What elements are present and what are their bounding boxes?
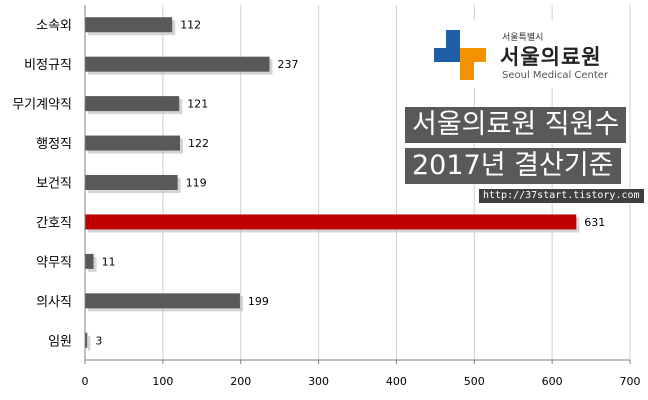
category-label: 무기계약직 bbox=[12, 98, 72, 113]
category-label: 임원 bbox=[48, 334, 72, 349]
data-labels: 112 237 121 122 119 631 11 199 3 bbox=[95, 19, 605, 348]
bar bbox=[85, 175, 178, 190]
data-label: 121 bbox=[187, 98, 208, 111]
bar-series bbox=[85, 17, 580, 351]
x-tick-label: 700 bbox=[620, 375, 641, 388]
source-url: http://37start.tistory.com bbox=[479, 189, 644, 203]
data-label: 112 bbox=[180, 19, 201, 32]
x-tick-label: 100 bbox=[152, 375, 173, 388]
bar bbox=[85, 96, 180, 112]
bar bbox=[85, 56, 270, 72]
bar bbox=[85, 17, 173, 33]
bar bbox=[85, 293, 240, 309]
axes bbox=[84, 5, 631, 364]
bar bbox=[85, 214, 577, 230]
bar-shadow bbox=[88, 335, 91, 351]
hospital-logo: 서울특별시 서울의료원 Seoul Medical Center bbox=[420, 20, 620, 88]
x-tick-label: 600 bbox=[542, 375, 563, 388]
category-label: 비정규직 bbox=[24, 58, 72, 73]
bar bbox=[85, 253, 94, 269]
data-label: 119 bbox=[186, 177, 207, 190]
data-label: 237 bbox=[278, 58, 299, 71]
x-tick-label: 300 bbox=[308, 375, 329, 388]
data-label: 199 bbox=[248, 295, 269, 308]
data-label: 631 bbox=[584, 216, 605, 229]
x-tick-label: 400 bbox=[386, 375, 407, 388]
bar bbox=[85, 332, 88, 348]
category-label: 보건직 bbox=[36, 177, 72, 192]
category-label: 행정직 bbox=[36, 136, 72, 152]
data-label: 3 bbox=[95, 334, 102, 347]
data-label: 11 bbox=[102, 255, 116, 268]
hospital-logo-mark-icon bbox=[434, 30, 486, 80]
category-label: 약무직 bbox=[36, 255, 72, 270]
x-tick-labels: 0 100 200 300 400 500 600 700 bbox=[82, 375, 641, 388]
logo-hospital-name: 서울의료원 bbox=[500, 45, 602, 69]
logo-city-text: 서울특별시 bbox=[502, 33, 544, 43]
title-banner-line1: 서울의료원 직원수 bbox=[405, 107, 627, 143]
bar bbox=[85, 135, 180, 151]
category-label: 의사직 bbox=[36, 295, 72, 310]
title-banner-line2: 2017년 결산기준 bbox=[405, 148, 621, 184]
category-label: 간호직 bbox=[36, 216, 72, 231]
category-label: 소속외 bbox=[36, 19, 72, 34]
logo-english-name: Seoul Medical Center bbox=[502, 70, 609, 81]
x-tick-label: 500 bbox=[464, 375, 485, 388]
data-label: 122 bbox=[188, 137, 209, 150]
x-tick-label: 0 bbox=[82, 375, 89, 388]
x-tick-label: 200 bbox=[230, 375, 251, 388]
